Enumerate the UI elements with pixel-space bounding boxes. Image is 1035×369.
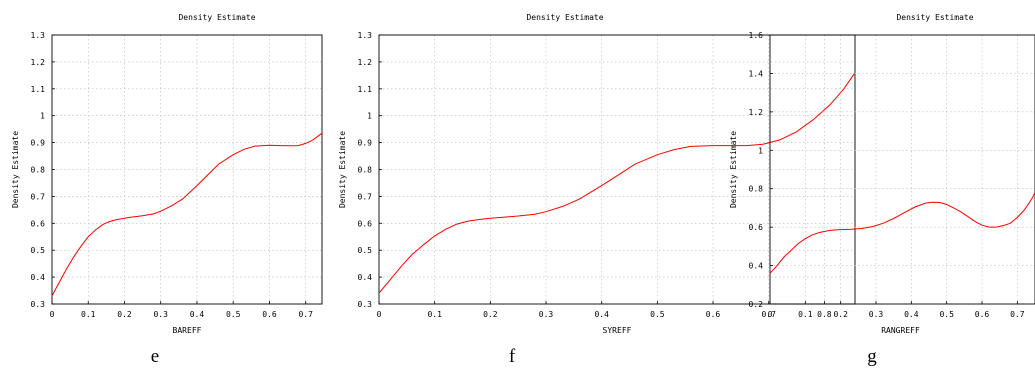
y-tick-label: 1.6 [749, 31, 764, 40]
density-curve [378, 72, 856, 294]
y-tick-label: 1 [758, 146, 763, 155]
chart-title: Density Estimate [896, 13, 973, 22]
y-tick-label: 1.2 [31, 58, 46, 67]
y-tick-label: 0.4 [31, 273, 46, 282]
plot-frame [769, 34, 1035, 305]
x-tick-label: 0 [50, 310, 55, 319]
plot-frame [51, 34, 323, 305]
chart-title: Density Estimate [526, 13, 603, 22]
density-curve [51, 132, 323, 297]
y-tick-label: 1.2 [749, 108, 764, 117]
x-tick-label: 0.1 [427, 310, 442, 319]
x-tick-label: 0.7 [298, 310, 313, 319]
y-axis-label: Density Estimate [338, 131, 347, 208]
y-tick-label: 0.6 [358, 219, 373, 228]
y-tick-label: 1 [367, 112, 372, 121]
y-tick-label: 0.8 [31, 166, 46, 175]
panel-caption: g [867, 346, 877, 367]
x-tick-label: 0.5 [939, 310, 954, 319]
x-tick-label: 0.6 [706, 310, 721, 319]
panel-caption: f [509, 346, 516, 367]
x-axis-label: SYREFF [603, 326, 632, 335]
x-tick-label: 0.1 [798, 310, 813, 319]
y-tick-label: 0.8 [358, 166, 373, 175]
y-tick-label: 0.9 [358, 139, 373, 148]
x-tick-label: 0.4 [594, 310, 609, 319]
x-tick-label: 0.5 [226, 310, 241, 319]
y-tick-label: 0.6 [31, 219, 46, 228]
y-tick-label: 0.5 [31, 246, 46, 255]
density-curve [769, 192, 1035, 274]
chart-panel-g: 0 0.1 0.2 0.3 0.4 0.5 0.6 0.70.20.40.60.811.21.… [729, 13, 1035, 367]
y-tick-label: 0.4 [358, 273, 373, 282]
y-tick-label: 0.5 [358, 246, 373, 255]
y-tick-label: 1 [40, 112, 45, 121]
y-tick-label: 0.9 [31, 139, 46, 148]
x-tick-label: 0.3 [869, 310, 884, 319]
y-tick-label: 0.3 [31, 300, 46, 309]
y-axis-label: Density Estimate [11, 131, 20, 208]
plot-frame [378, 34, 856, 305]
y-tick-label: 1.1 [358, 85, 373, 94]
chart-panel-e: 0 0.1 0.2 0.3 0.4 0.5 0.6 0.7 0.3 0.4 0.5 0.6 0.7 0.8… [11, 13, 323, 367]
x-tick-label: 0.4 [190, 310, 205, 319]
y-tick-label: 0.6 [749, 223, 764, 232]
x-tick-label: 0 [377, 310, 382, 319]
y-tick-label: 0.4 [749, 262, 764, 271]
y-tick-label: 1.3 [358, 31, 373, 40]
x-tick-label: 0 [768, 310, 773, 319]
x-tick-label: 0.3 [539, 310, 554, 319]
x-tick-label: 0.1 [81, 310, 96, 319]
y-tick-label: 0.2 [749, 300, 764, 309]
y-tick-label: 0.3 [358, 300, 373, 309]
x-tick-label: 0.2 [833, 310, 848, 319]
y-tick-label: 0.7 [31, 192, 46, 201]
y-tick-label: 0.8 [749, 185, 764, 194]
x-tick-label: 0.3 [153, 310, 168, 319]
x-tick-label: 0.8 [817, 310, 832, 319]
x-tick-label: 0.6 [262, 310, 277, 319]
x-axis-label: RANGREFF [881, 326, 920, 335]
chart-title: Density Estimate [178, 13, 255, 22]
x-tick-label: 0.2 [117, 310, 132, 319]
x-tick-label: 0.4 [904, 310, 919, 319]
x-tick-label: 0.6 [975, 310, 990, 319]
x-tick-label: 0.2 [483, 310, 498, 319]
panel-caption: e [151, 346, 159, 367]
x-tick-label: 0.7 [1010, 310, 1025, 319]
y-tick-label: 1.4 [749, 69, 764, 78]
y-tick-label: 1.2 [358, 58, 373, 67]
x-tick-label: 0.5 [650, 310, 665, 319]
y-tick-label: 1.3 [31, 31, 46, 40]
y-tick-label: 0.7 [358, 192, 373, 201]
x-tick-label: 0.7 [761, 310, 776, 319]
chart-panel-f: 0 0.1 0.2 0.3 0.4 0.5 0.6 0.7 0.8 0.3 0.4 0.5 0.6 0.7… [338, 13, 856, 367]
y-tick-label: 1.1 [31, 85, 46, 94]
y-axis-label: Density Estimate [729, 131, 738, 208]
x-axis-label: BAREFF [173, 326, 202, 335]
